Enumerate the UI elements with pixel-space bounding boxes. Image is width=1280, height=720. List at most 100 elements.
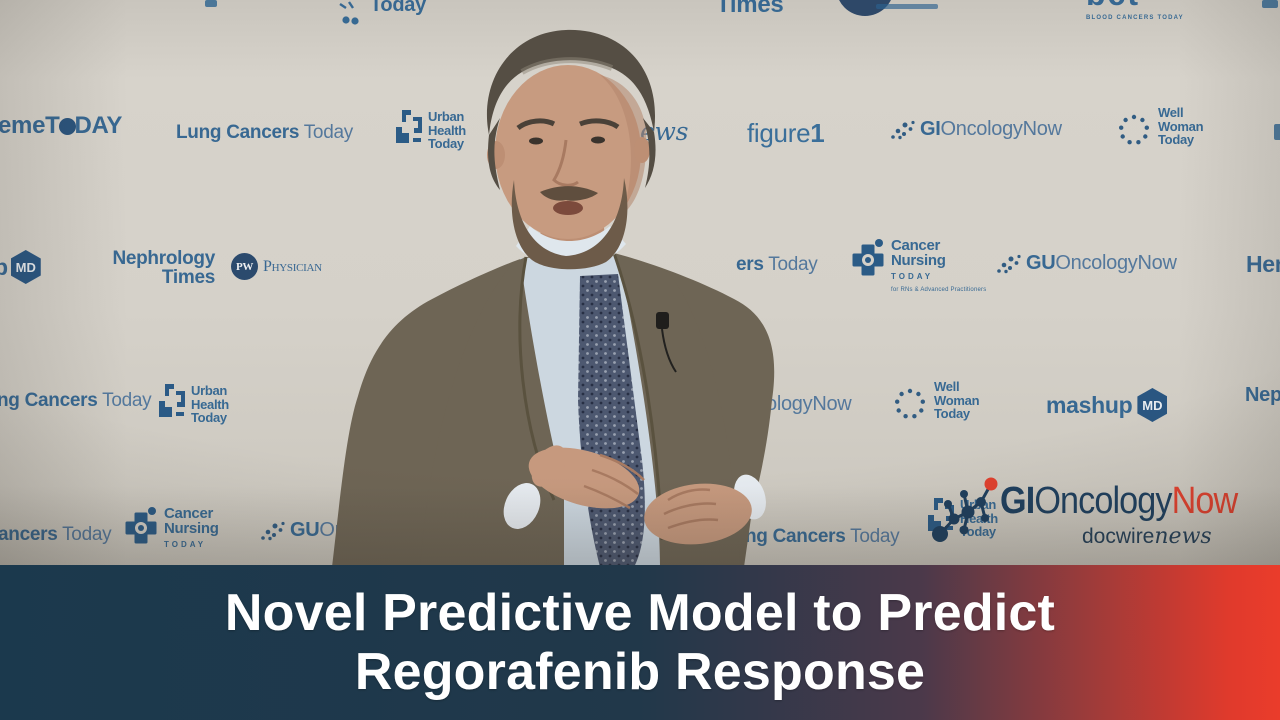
- wall-logo-pw-textline-partial-top: [876, 4, 938, 9]
- ers-light: Today: [768, 254, 818, 275]
- wall-logo-cancers-today-partial-bottom-left: ancers Today: [0, 524, 112, 546]
- gi-bold: GI: [920, 118, 941, 140]
- heme-t: T: [45, 112, 60, 139]
- backdrop-wall: Today Times bct BLOOD CANCERS TODAY emeT…: [0, 0, 1280, 565]
- urban-health-icon: [159, 384, 185, 417]
- well-woman-line3: Today: [934, 406, 970, 421]
- cancer-nursing-line1: Cancer: [164, 505, 214, 522]
- watermark-docwirenews: docwirenews: [1082, 524, 1212, 549]
- wall-logo-well-woman-today: Well Woman Today: [1116, 106, 1204, 152]
- wall-logo-figure1: figure1: [747, 118, 825, 149]
- watermark-oncology: Oncology: [1034, 480, 1172, 522]
- wall-logo-label: Today: [370, 0, 426, 16]
- pw-wordmark: Physician: [263, 257, 322, 275]
- title-line-2: Regorafenib Response: [354, 642, 926, 701]
- lung-cut-bold: ng Cancers: [745, 526, 846, 547]
- gu-dots-icon: [261, 521, 285, 540]
- ers-bold: ers: [736, 254, 764, 275]
- watermark-wordmark: GIOncologyNow: [1000, 480, 1239, 523]
- well-woman-line2: Woman: [934, 392, 980, 408]
- wall-logo-mashup-md: mashup MD: [1046, 388, 1168, 422]
- lung-cut-light: Today: [850, 526, 900, 547]
- gi-dots-icon: [891, 120, 915, 139]
- watermark-news: news: [1154, 524, 1212, 549]
- well-woman-line3: Today: [1158, 132, 1194, 147]
- lung-cut-bold: ng Cancers: [0, 390, 98, 411]
- figure1-bold: 1: [810, 118, 825, 148]
- urban-line1: Urban: [191, 383, 228, 398]
- wall-logo-cancers-today-partial: ers Today: [736, 254, 818, 276]
- speaker-eye-left: [529, 137, 543, 145]
- pw-circle-icon: PW: [231, 253, 258, 280]
- cancer-nursing-line1: Cancer: [891, 237, 941, 254]
- well-woman-figures-icon: [339, 1, 359, 25]
- speaker-mouth: [553, 201, 583, 215]
- mashup-md-label: MD: [1142, 397, 1163, 413]
- speaker-cuff-left: [503, 483, 541, 529]
- cancer-nursing-subtext: for RNs & Advanced Practitioners: [891, 287, 987, 293]
- cancer-nursing-cross-icon: [852, 239, 884, 276]
- wall-logo-times-partial-top: Times: [716, 0, 784, 18]
- cancers-cut-light: Today: [62, 524, 112, 545]
- bct-letters: bct: [1086, 0, 1184, 13]
- speaker-hair: [486, 29, 656, 135]
- mashup-p: p: [0, 253, 8, 280]
- urban-health-icon: [396, 110, 422, 143]
- urban-line2: Health: [191, 396, 229, 412]
- wall-logo-lung-cancers-today-partial-left: ng Cancers Today: [0, 390, 152, 412]
- heme-label: eme: [0, 112, 46, 139]
- urban-line3: Today: [191, 410, 227, 425]
- wall-logo-partial-top-right: [1262, 0, 1278, 8]
- wall-logo-physicians-weekly: PW Physician: [231, 253, 322, 280]
- watermark-red-dot: [984, 477, 998, 491]
- cancer-nursing-cross-icon: [125, 507, 157, 544]
- wall-logo-nephrology-times: Nephrology Times: [103, 249, 215, 287]
- wall-logo-lung-cancers-today-partial-bottom: ng Cancers Today: [745, 526, 900, 548]
- wall-logo-oncologynow-partial: ologyNow: [766, 393, 852, 415]
- wall-logo-gi-oncology-now: GIOncologyNow: [890, 118, 1062, 141]
- wall-logo-urban-health-today-row3: Urban Health Today: [157, 384, 229, 425]
- urban-line3: Today: [428, 136, 464, 151]
- heme-o-icon: [58, 118, 76, 135]
- cancer-nursing-line2: Nursing: [164, 520, 219, 537]
- bct-subtext: BLOOD CANCERS TODAY: [1086, 15, 1184, 21]
- mashup-md-label: MD: [15, 259, 36, 275]
- urban-line2: Health: [428, 122, 466, 138]
- lavalier-mic-icon: [656, 312, 669, 329]
- wall-logo-gu-oncology-now: GUOncologyNow: [996, 252, 1177, 275]
- watermark-docwire: docwire: [1082, 525, 1155, 548]
- well-woman-line2: Woman: [1158, 118, 1204, 134]
- wall-logo-well-woman-today-partial-top: Today: [338, 0, 426, 26]
- wall-logo-cancer-nursing-today-row4: Cancer Nursing TODAY: [124, 506, 219, 552]
- wall-logo-urban-health-today: Urban Health Today: [394, 110, 466, 151]
- title-banner: Novel Predictive Model to Predict Regora…: [0, 565, 1280, 720]
- well-woman-circle-icon: [1119, 114, 1149, 145]
- gu-dots-icon: [997, 254, 1021, 273]
- gu-light: OncologyNow: [1055, 252, 1177, 274]
- speaker: [332, 29, 775, 565]
- wall-logo-cancer-nursing-today: Cancer Nursing TODAY for RNs & Advanced …: [851, 238, 986, 293]
- wall-logo-partial-right-edge: [1274, 124, 1280, 140]
- watermark-dots-network-icon: [932, 477, 998, 542]
- gu-bold: GU: [1026, 252, 1056, 274]
- cancer-nursing-line3: TODAY: [891, 272, 934, 281]
- figure1-regular: figure: [747, 118, 811, 148]
- well-woman-circle-icon: [895, 388, 925, 419]
- wall-logo-partial-top-left: [205, 0, 217, 7]
- lung-light: Today: [303, 122, 354, 143]
- watermark-gi: GI: [1000, 480, 1035, 522]
- wall-logo-heme-today-partial: emeT DAY: [0, 112, 122, 140]
- gu-bold: GU: [290, 519, 320, 541]
- mashup-wordmark: mashup: [1046, 391, 1133, 418]
- urban-line1: Urban: [428, 109, 465, 124]
- cancer-nursing-line2: Nursing: [891, 252, 946, 269]
- watermark-now: Now: [1171, 480, 1239, 522]
- heme-day: DAY: [74, 112, 123, 139]
- well-woman-line1: Well: [934, 379, 960, 394]
- nephrology-line1: Nephrology: [112, 248, 215, 269]
- lung-bold: Lung Cancers: [176, 122, 300, 143]
- wall-logo-hem-partial: Hem: [1246, 251, 1280, 277]
- wall-logo-lung-cancers-today: Lung Cancers Today: [176, 122, 353, 144]
- cancers-cut-bold: ancers: [0, 524, 58, 545]
